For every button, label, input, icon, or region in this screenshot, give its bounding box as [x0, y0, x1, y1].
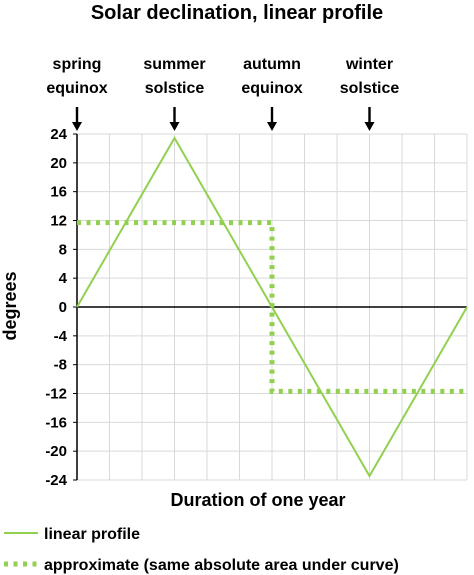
legend-label: linear profile [44, 526, 140, 543]
annotation: spring equinox [46, 56, 108, 131]
annotation-label: summer [143, 56, 205, 73]
series-line-2 [77, 220, 467, 394]
annotation: summer solstice [143, 56, 206, 131]
x-axis-label: Duration of one year [170, 490, 345, 510]
y-tick-labels: 24 20 16 12 8 4 0 -4 -8 -12 -16 -20 -24 [45, 126, 77, 489]
legend-label: approximate (same absolute area under cu… [44, 557, 399, 574]
y-axis-label: degrees [0, 271, 20, 340]
annotation: autumn equinox [241, 56, 303, 131]
annotation: winter solstice [340, 56, 400, 131]
annotation-label: solstice [340, 80, 400, 97]
annotation-arrow-head [72, 122, 82, 131]
series-layer [76, 135, 468, 479]
y-tick-label: -12 [45, 386, 67, 403]
y-tick-label: -24 [45, 472, 67, 489]
y-tick-label: -8 [54, 357, 67, 374]
y-tick-label: -4 [54, 328, 68, 345]
legend: linear profile approximate (same absolute… [4, 526, 399, 574]
annotation-label: winter [345, 56, 393, 73]
annotation-arrow-head [267, 122, 277, 131]
y-tick-label: -16 [45, 414, 67, 431]
y-tick-label: 8 [59, 241, 67, 258]
annotation-label: equinox [46, 80, 107, 97]
y-tick-label: 4 [59, 270, 68, 287]
y-tick-label: 20 [50, 155, 67, 172]
y-tick-label: -20 [45, 443, 67, 460]
y-tick-label: 0 [59, 299, 67, 316]
annotation-label: equinox [241, 80, 302, 97]
y-tick-label: 16 [50, 184, 67, 201]
annotations: spring equinox summer solstice autumn equinox… [46, 56, 399, 131]
chart-title: Solar declination, linear profile [91, 2, 383, 24]
annotation-arrow-head [169, 122, 180, 131]
annotation-label: solstice [145, 80, 205, 97]
annotation-label: autumn [243, 56, 301, 73]
y-tick-label: 24 [50, 126, 67, 143]
y-tick-label: 12 [50, 213, 67, 230]
annotation-label: spring [53, 56, 102, 73]
annotation-arrow-head [364, 122, 375, 131]
